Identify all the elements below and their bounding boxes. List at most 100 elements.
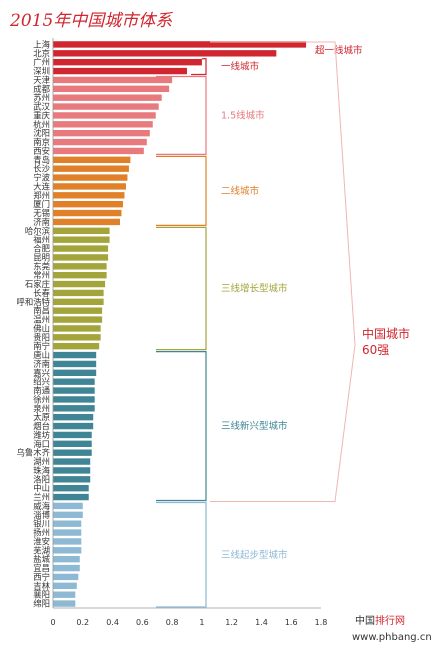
bar: [53, 112, 156, 119]
tier-label: 三线新兴型城市: [221, 420, 288, 432]
category-label: 海口: [33, 439, 50, 449]
category-label: 福州: [33, 235, 50, 245]
category-label: 重庆: [33, 110, 50, 120]
tier-bracket: [191, 58, 207, 76]
group-label-line1: 中国城市: [362, 326, 410, 341]
bar: [53, 200, 123, 208]
tier-bracket: [156, 155, 207, 226]
category-label: 淮安: [33, 536, 50, 546]
category-label: 洛阳: [33, 474, 50, 484]
watermark-url: www.phbang.cn: [352, 632, 432, 643]
bar: [53, 245, 109, 252]
bar: [53, 298, 104, 306]
x-tick-label: 1.6: [285, 618, 298, 627]
x-tick-label: 1.2: [225, 618, 238, 627]
category-label: 威海: [33, 501, 50, 511]
watermark: 中国排行网 www.phbang.cn: [352, 614, 432, 643]
category-label: 湖州: [33, 457, 50, 467]
category-label: 西宁: [33, 572, 50, 582]
category-label: 嘉兴: [33, 368, 50, 378]
category-label: 西安: [33, 146, 50, 156]
category-label: 长沙: [33, 164, 50, 174]
bar: [53, 458, 91, 465]
bar: [53, 103, 159, 110]
bar: [53, 263, 107, 270]
x-axis: 0 0.2 0.4 0.6 0.8 1 1.2 1.4 1.6 1.8: [50, 38, 327, 627]
category-label: 潍坊: [33, 430, 50, 440]
tier-bracket: [156, 226, 207, 351]
bar: [53, 138, 147, 146]
category-label: 吉林: [33, 581, 50, 591]
bar: [53, 147, 144, 155]
category-label: 芜湖: [33, 545, 50, 555]
bar: [53, 325, 101, 332]
category-label: 济南: [33, 359, 50, 369]
group-bracket-outline: [210, 41, 356, 502]
bar: [53, 76, 173, 84]
category-label: 苏州: [33, 93, 50, 103]
bar: [53, 254, 109, 261]
bar: [53, 476, 91, 483]
category-label: 乌鲁木齐: [17, 448, 51, 458]
x-tick-label: 0.4: [106, 618, 119, 627]
bar: [53, 129, 150, 137]
bar: [53, 387, 95, 394]
bar: [53, 342, 100, 350]
category-label: 哈尔滨: [25, 226, 51, 236]
bar: [53, 85, 170, 93]
category-label: 襄阳: [33, 590, 50, 600]
bar: [53, 511, 83, 519]
category-label: 宜昌: [33, 563, 50, 573]
category-label: 南通: [33, 386, 50, 396]
x-tick-label: 0.2: [76, 618, 89, 627]
category-label: 青岛: [33, 155, 50, 165]
bar: [53, 538, 82, 545]
svg-text:中国排行网: 中国排行网: [355, 614, 405, 627]
category-label: 泉州: [33, 403, 50, 413]
bar: [53, 564, 80, 572]
category-label: 呼和浩特: [17, 297, 51, 307]
category-label: 兰州: [33, 492, 50, 502]
category-label: 淄博: [33, 510, 50, 520]
category-label: 北京: [33, 48, 50, 58]
x-tick-label: 0.6: [136, 618, 149, 627]
category-label: 石家庄: [25, 279, 50, 289]
bar: [53, 218, 120, 226]
category-label: 绍兴: [33, 377, 50, 387]
category-label: 上海: [33, 39, 50, 49]
bar: [53, 467, 91, 474]
tier-bracket: [156, 501, 207, 608]
bar: [53, 165, 129, 172]
bar: [53, 50, 277, 57]
bar: [53, 449, 92, 456]
bar: [53, 41, 307, 48]
category-label: 太原: [33, 412, 50, 422]
category-label: 南昌: [33, 306, 50, 316]
bar: [53, 227, 110, 235]
x-tick-label: 0: [50, 618, 55, 627]
bar: [53, 360, 97, 368]
category-label: 杭州: [33, 119, 50, 129]
bar: [53, 289, 104, 297]
bar: [53, 316, 103, 323]
chart-title: 2015年中国城市体系: [9, 11, 173, 31]
category-label: 常州: [33, 270, 50, 280]
category-label: 大连: [33, 181, 50, 191]
tier-bracket: [156, 75, 207, 155]
bar: [53, 307, 103, 314]
bar: [53, 413, 94, 421]
bar: [53, 484, 89, 492]
category-label: 武汉: [33, 102, 50, 112]
bar: [53, 236, 110, 243]
x-tick-label: 1.4: [255, 618, 268, 627]
category-label: 盐城: [33, 554, 50, 564]
category-labels-layer: 上海北京广州深圳天津成都苏州武汉重庆杭州沈阳南京西安青岛长沙宁波大连郑州厦门无锡…: [17, 39, 51, 608]
category-label: 烟台: [33, 421, 50, 431]
category-label: 珠海: [33, 465, 50, 475]
x-tick-label: 1: [199, 618, 204, 627]
bar: [53, 440, 92, 448]
bar: [53, 174, 128, 181]
category-label: 扬州: [33, 528, 50, 538]
bar: [53, 94, 162, 101]
